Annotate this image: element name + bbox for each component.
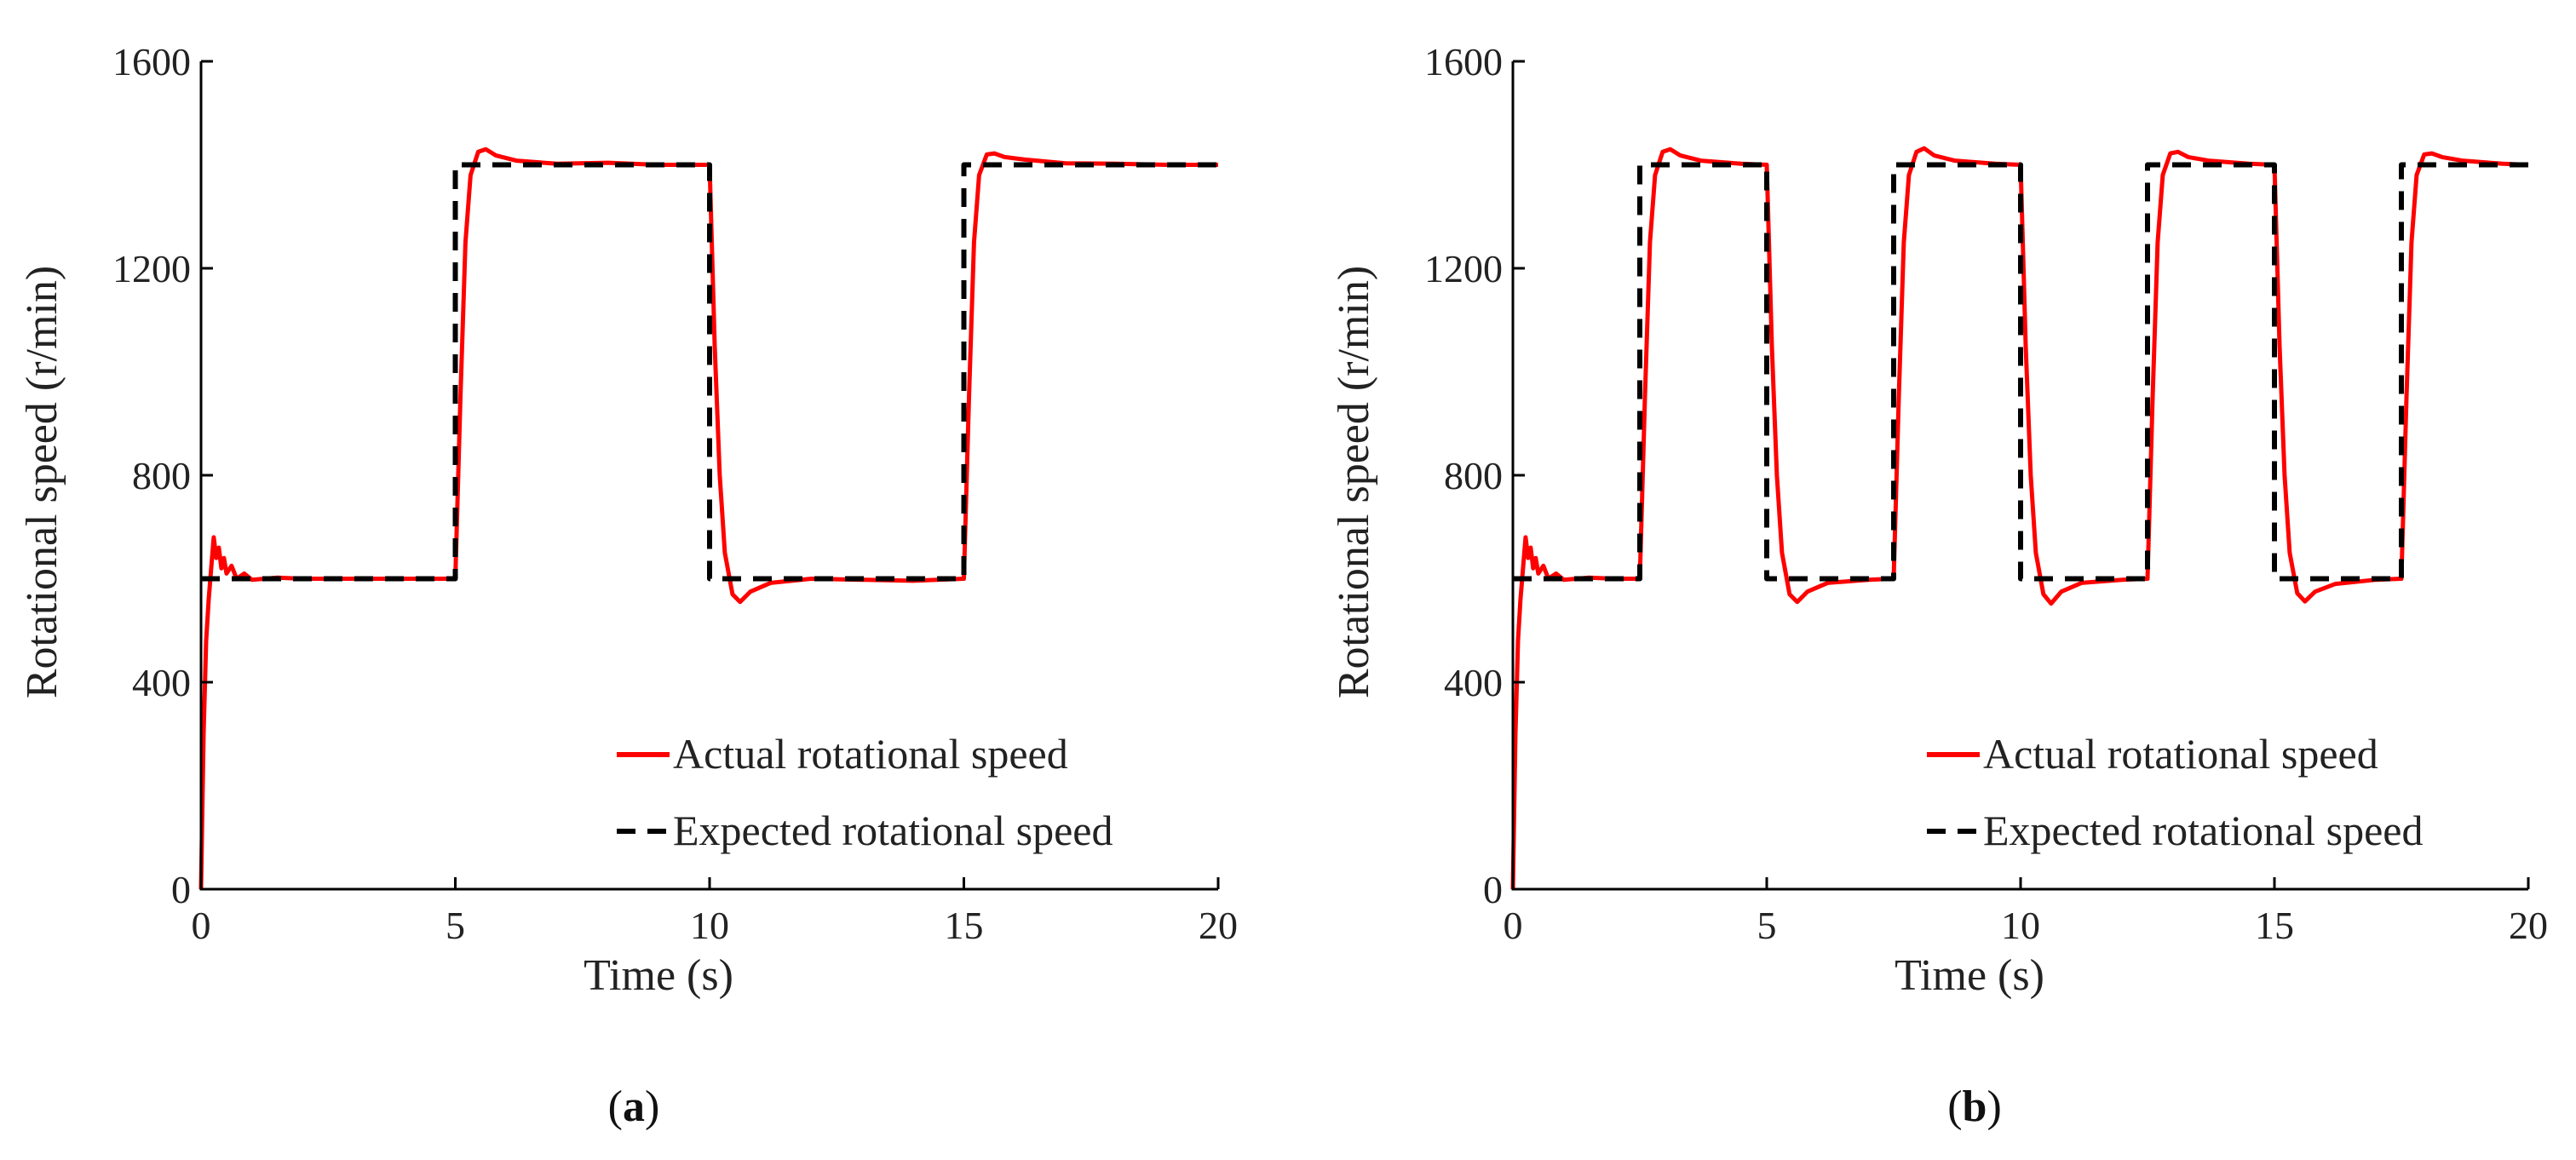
panel-caption: (b) xyxy=(1947,1082,2002,1131)
y-tick-label: 1600 xyxy=(1424,40,1503,83)
x-tick-label: 5 xyxy=(1757,904,1777,947)
x-tick-label: 20 xyxy=(1199,904,1238,947)
actual-speed-line xyxy=(198,146,1218,890)
chart-panel-a: 0 400 800 1200 1600 0 5 10 15 20 Time (s) Rotationa… xyxy=(18,40,1238,1131)
legend-label-actual: Actual rotational speed xyxy=(1983,730,2378,778)
caption-letter: b xyxy=(1963,1082,1987,1131)
y-tick-label: 400 xyxy=(1444,661,1503,704)
x-tick-label: 15 xyxy=(945,904,984,947)
chart-panel-b: 0 400 800 1200 1600 0 5 10 15 20 Time (s) Rotationa… xyxy=(1330,40,2548,1131)
legend-label-actual: Actual rotational speed xyxy=(673,730,1068,778)
legend-label-expected: Expected rotational speed xyxy=(673,807,1113,854)
x-axis-label: Time (s) xyxy=(1895,951,2044,1000)
expected-speed-line xyxy=(1513,162,2528,582)
legend: Actual rotational speed Expected rotation… xyxy=(617,730,1113,854)
caption-letter: a xyxy=(623,1082,645,1131)
x-tick-label: 10 xyxy=(690,904,729,947)
caption-close: ) xyxy=(645,1082,659,1131)
y-tick-label: 800 xyxy=(132,454,191,497)
caption-close: ) xyxy=(1987,1082,2001,1131)
x-tick-label: 20 xyxy=(2509,904,2548,947)
expected-speed-line xyxy=(201,162,1218,582)
actual-speed-line xyxy=(1510,146,2529,890)
y-tick-label: 1200 xyxy=(112,247,191,290)
x-axis-label: Time (s) xyxy=(584,951,733,1000)
y-tick-label: 1200 xyxy=(1424,247,1503,290)
y-tick-label: 800 xyxy=(1444,454,1503,497)
y-axis-label: Rotational speed (r/min) xyxy=(18,266,66,698)
y-tick-label: 1600 xyxy=(112,40,191,83)
y-tick-label: 0 xyxy=(1483,868,1503,911)
x-tick-label: 5 xyxy=(446,904,465,947)
y-axis-label: Rotational speed (r/min) xyxy=(1330,266,1378,698)
caption-open: ( xyxy=(608,1082,623,1131)
x-tick-label: 10 xyxy=(2001,904,2040,947)
x-tick-label: 0 xyxy=(192,904,211,947)
legend-label-expected: Expected rotational speed xyxy=(1983,807,2423,854)
x-tick-label: 15 xyxy=(2255,904,2294,947)
legend: Actual rotational speed Expected rotation… xyxy=(1927,730,2423,854)
panel-caption: (a) xyxy=(608,1082,660,1131)
caption-open: ( xyxy=(1947,1082,1962,1131)
y-tick-label: 400 xyxy=(132,661,191,704)
x-tick-label: 0 xyxy=(1504,904,1523,947)
y-tick-label: 0 xyxy=(171,868,191,911)
